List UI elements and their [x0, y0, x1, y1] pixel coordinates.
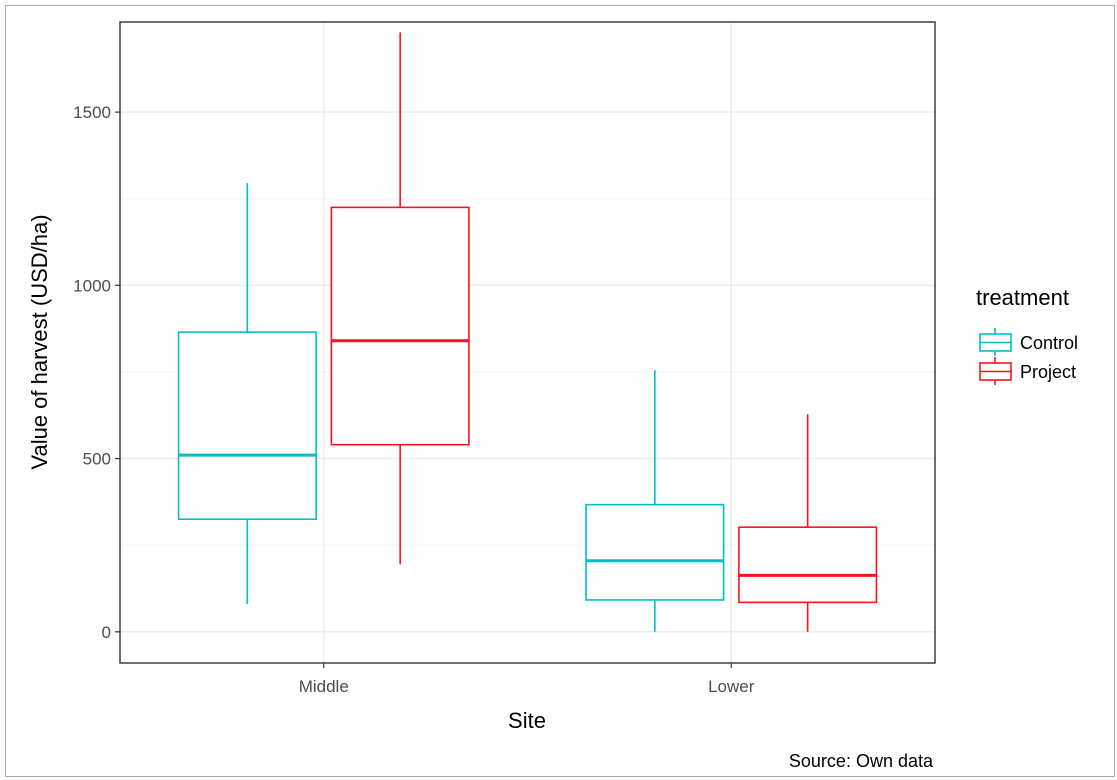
box-iqr	[738, 526, 878, 604]
legend-key-project: Project	[979, 357, 1076, 385]
box-project-lower	[738, 414, 878, 632]
legend: treatment Control Project	[976, 285, 1078, 385]
x-axis-title: Site	[508, 708, 546, 733]
box-iqr	[330, 206, 470, 446]
boxes	[177, 32, 878, 632]
y-axis: 0 500 1000 1500	[73, 103, 120, 642]
y-axis-title: Value of harvest (USD/ha)	[27, 214, 52, 469]
legend-title: treatment	[976, 285, 1069, 310]
legend-key-control: Control	[979, 328, 1078, 356]
y-tick-label: 1000	[73, 276, 111, 295]
box-control-lower	[585, 370, 725, 632]
y-tick-label: 500	[83, 450, 111, 469]
x-tick-label-lower: Lower	[708, 677, 755, 696]
legend-label-project: Project	[1020, 362, 1076, 382]
caption: Source: Own data	[789, 751, 934, 771]
legend-label-control: Control	[1020, 333, 1078, 353]
box-iqr	[177, 331, 317, 521]
y-tick-label: 1500	[73, 103, 111, 122]
box-project-middle	[330, 32, 470, 565]
box-iqr	[585, 503, 725, 601]
panel-border	[119, 21, 936, 664]
x-axis: Middle Lower	[299, 663, 755, 696]
y-tick-label: 0	[102, 623, 111, 642]
grid	[120, 22, 935, 663]
box-control-middle	[177, 183, 317, 605]
x-tick-label-middle: Middle	[299, 677, 349, 696]
